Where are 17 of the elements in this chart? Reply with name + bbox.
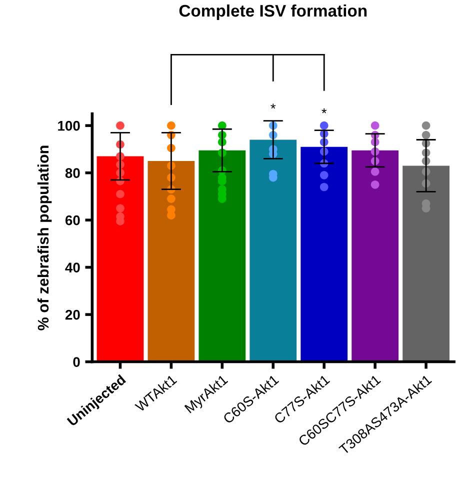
text: *	[270, 104, 276, 109]
chart-title: Complete ISV formation	[179, 4, 367, 20]
bar	[250, 140, 297, 362]
y-axis-title: % of zebrafish population	[37, 146, 52, 330]
y-tick-label: 20	[65, 310, 80, 320]
text: *	[322, 108, 327, 114]
y-tick-label: 80	[65, 168, 80, 178]
bar	[96, 156, 144, 362]
bar	[148, 161, 195, 362]
y-tick-label: 40	[65, 262, 80, 272]
bar	[198, 150, 246, 362]
y-tick-label: 100	[58, 120, 80, 131]
bar	[402, 166, 450, 362]
bar	[352, 150, 399, 362]
bar	[300, 146, 348, 362]
y-tick-label: 0	[73, 357, 80, 367]
y-tick-label: 60	[65, 215, 80, 226]
